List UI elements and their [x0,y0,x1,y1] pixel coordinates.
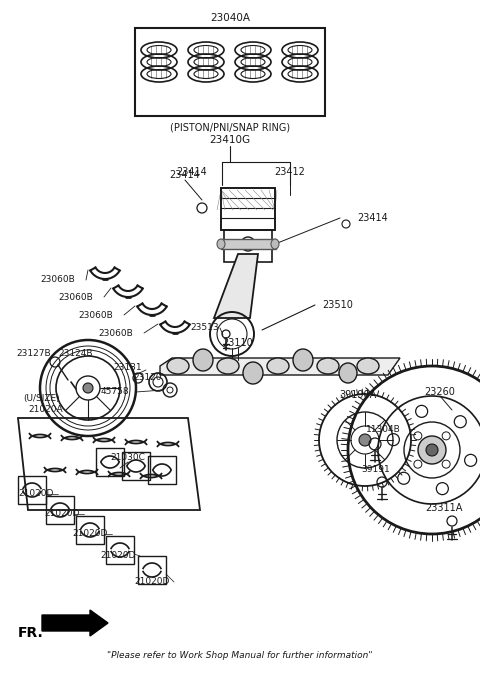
Ellipse shape [357,358,379,374]
Ellipse shape [243,362,263,384]
Text: 23414: 23414 [358,213,388,223]
Text: 21030C: 21030C [110,454,145,462]
Text: 23110: 23110 [223,338,253,348]
Bar [106,536,134,564]
Text: 23414: 23414 [177,167,207,177]
Bar [135,28,325,116]
Text: 23060B: 23060B [79,310,113,320]
Text: 23060B: 23060B [59,293,94,301]
Circle shape [418,436,446,464]
Ellipse shape [271,239,279,249]
Ellipse shape [267,358,289,374]
Bar [221,188,275,230]
Bar [46,496,74,524]
Text: 39191: 39191 [361,466,390,475]
Text: 23513: 23513 [191,324,219,333]
Text: 39190A: 39190A [339,390,377,400]
Ellipse shape [217,239,225,249]
Bar [76,516,104,544]
Circle shape [83,383,93,393]
Text: 23414: 23414 [169,170,200,180]
Bar [224,230,272,262]
Text: FR.: FR. [18,626,44,640]
Text: 23260: 23260 [425,387,456,397]
Ellipse shape [167,358,189,374]
Text: 23127B: 23127B [17,349,51,358]
Bar [148,456,176,484]
Text: (U/SIZE): (U/SIZE) [24,393,60,402]
Text: 21020D: 21020D [100,552,136,560]
Ellipse shape [293,349,313,371]
Bar [122,452,150,480]
Text: 23510: 23510 [323,300,353,310]
Text: 23131: 23131 [114,364,142,372]
Text: 21020D: 21020D [72,529,108,539]
Text: 23410G: 23410G [209,135,251,145]
Ellipse shape [193,349,213,371]
Text: 23060B: 23060B [41,276,75,285]
Text: 21020D: 21020D [18,489,54,498]
Bar [138,556,166,584]
Text: 21020D: 21020D [134,577,170,587]
Polygon shape [214,254,258,318]
Polygon shape [160,358,400,375]
Text: 23040A: 23040A [210,13,250,23]
Text: 23311A: 23311A [425,503,463,513]
Bar [18,476,46,504]
Bar [221,239,276,249]
Circle shape [359,434,371,446]
Text: (PISTON/PNI/SNAP RING): (PISTON/PNI/SNAP RING) [170,123,290,133]
Text: 23412: 23412 [275,167,305,177]
Text: 21020D: 21020D [44,510,80,518]
Text: 11304B: 11304B [366,425,400,435]
Ellipse shape [317,358,339,374]
Ellipse shape [339,363,357,383]
Bar [96,448,124,476]
Text: 23060B: 23060B [98,329,133,337]
Polygon shape [42,610,108,636]
Text: 45758: 45758 [101,387,129,397]
Text: "Please refer to Work Shop Manual for further information": "Please refer to Work Shop Manual for fu… [107,652,373,660]
Text: 23124B: 23124B [59,349,93,358]
Text: 21020A: 21020A [29,406,63,414]
Ellipse shape [217,358,239,374]
Circle shape [426,444,438,456]
Text: 23120: 23120 [134,374,162,383]
